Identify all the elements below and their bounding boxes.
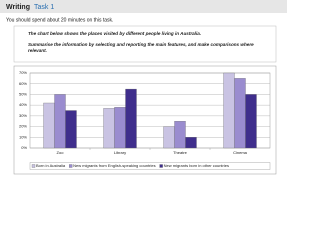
page: Writing Task 1 You should spend about 20… xyxy=(0,0,287,176)
instruction: You should spend about 20 minutes on thi… xyxy=(6,17,113,23)
bar xyxy=(223,72,235,149)
legend-swatch xyxy=(31,164,36,168)
chart: 0% 10% 20% 30% 40% 50% 60% 70% Zoo Library Theatre… xyxy=(19,70,271,170)
y-tick-label: 70% xyxy=(19,70,27,75)
x-tick-label: Theatre xyxy=(173,150,188,155)
prompt-summary: Summarise the information by selecting a… xyxy=(28,42,254,53)
y-tick-label: 30% xyxy=(19,113,27,118)
legend-box xyxy=(29,162,271,170)
bar xyxy=(234,78,246,149)
y-tick-label: 10% xyxy=(19,134,27,139)
bar xyxy=(43,102,55,149)
bar xyxy=(174,121,186,149)
bar xyxy=(185,137,197,149)
header-task: Task 1 xyxy=(34,4,54,11)
bar xyxy=(114,107,126,149)
bar xyxy=(125,88,137,149)
bar xyxy=(65,110,77,149)
legend-label: New migrants from English-speaking count… xyxy=(73,163,155,168)
y-tick-label: 40% xyxy=(19,102,27,107)
prompt-line: The chart below shows the places visited… xyxy=(28,31,201,36)
bar xyxy=(245,94,257,149)
header-title: Writing xyxy=(6,4,30,11)
prompt-box xyxy=(13,25,277,63)
legend-swatch xyxy=(159,164,163,168)
legend-label: New migrants born in other countries xyxy=(164,163,229,168)
bar xyxy=(163,126,175,149)
x-tick-label: Zoo xyxy=(57,150,65,155)
y-tick-label: 0% xyxy=(21,145,27,150)
bar xyxy=(103,108,115,149)
legend-label: Born in Australia xyxy=(36,163,66,168)
x-tick-label: Library xyxy=(114,150,126,155)
y-tick-label: 60% xyxy=(19,81,27,86)
y-tick-label: 50% xyxy=(19,91,27,96)
prompt-wrap: Summarise the information by selecting a… xyxy=(28,42,254,53)
bar xyxy=(54,94,66,149)
header-bar xyxy=(0,0,287,13)
y-tick-label: 20% xyxy=(19,124,27,129)
x-tick-label: Cinema xyxy=(233,150,248,155)
legend-swatch xyxy=(68,164,73,168)
